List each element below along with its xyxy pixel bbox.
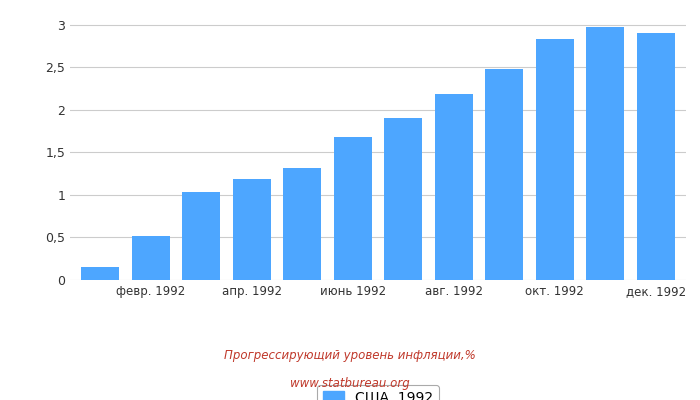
- Bar: [284, 168, 321, 280]
- Bar: [233, 179, 271, 280]
- Bar: [637, 33, 675, 280]
- Bar: [485, 69, 523, 280]
- Bar: [587, 27, 624, 280]
- Legend: США, 1992: США, 1992: [317, 385, 439, 400]
- Bar: [132, 236, 169, 280]
- Bar: [536, 39, 574, 280]
- Bar: [81, 267, 119, 280]
- Text: Прогрессирующий уровень инфляции,%: Прогрессирующий уровень инфляции,%: [224, 350, 476, 362]
- Bar: [384, 118, 422, 280]
- Bar: [334, 137, 372, 280]
- Bar: [435, 94, 472, 280]
- Bar: [182, 192, 220, 280]
- Text: www.statbureau.org: www.statbureau.org: [290, 378, 410, 390]
